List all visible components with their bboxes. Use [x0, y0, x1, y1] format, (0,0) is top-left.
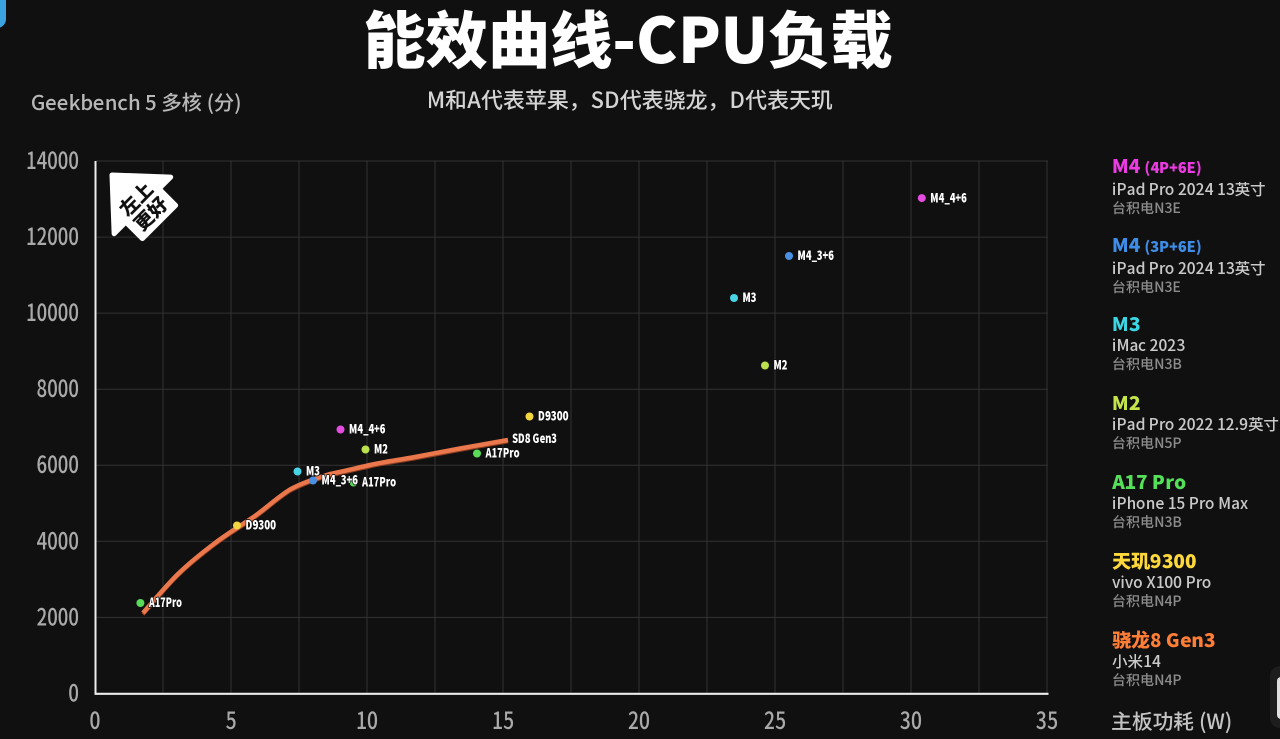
svg-text:M2: M2	[374, 439, 388, 458]
svg-text:14000: 14000	[26, 142, 79, 176]
svg-text:0: 0	[90, 702, 101, 736]
svg-text:2000: 2000	[37, 598, 79, 632]
svg-text:M4_3+6: M4_3+6	[798, 245, 835, 264]
svg-text:10: 10	[356, 702, 378, 736]
svg-text:M4_4+6: M4_4+6	[349, 419, 386, 438]
svg-text:A17Pro: A17Pro	[148, 592, 182, 611]
svg-text:35: 35	[1036, 702, 1058, 736]
svg-text:M4_3+6: M4_3+6	[322, 470, 359, 489]
svg-text:25: 25	[764, 702, 786, 736]
svg-text:M3: M3	[743, 287, 757, 306]
svg-text:5: 5	[226, 702, 237, 736]
svg-text:15: 15	[492, 702, 514, 736]
svg-text:10000: 10000	[26, 294, 79, 328]
svg-text:8000: 8000	[37, 370, 79, 404]
svg-text:D9300: D9300	[538, 406, 569, 425]
svg-text:A17Pro: A17Pro	[485, 443, 520, 462]
svg-text:20: 20	[628, 702, 650, 736]
svg-text:12000: 12000	[26, 218, 79, 252]
svg-text:M3: M3	[306, 461, 320, 480]
svg-text:D9300: D9300	[246, 515, 277, 534]
svg-text:0: 0	[68, 674, 79, 708]
svg-text:M2: M2	[774, 355, 788, 374]
svg-text:A17Pro: A17Pro	[361, 472, 396, 491]
svg-text:SD8 Gen3: SD8 Gen3	[512, 428, 557, 447]
svg-text:4000: 4000	[37, 522, 79, 556]
svg-text:6000: 6000	[37, 446, 79, 480]
svg-text:M4_4+6: M4_4+6	[930, 187, 967, 206]
svg-text:30: 30	[900, 702, 922, 736]
